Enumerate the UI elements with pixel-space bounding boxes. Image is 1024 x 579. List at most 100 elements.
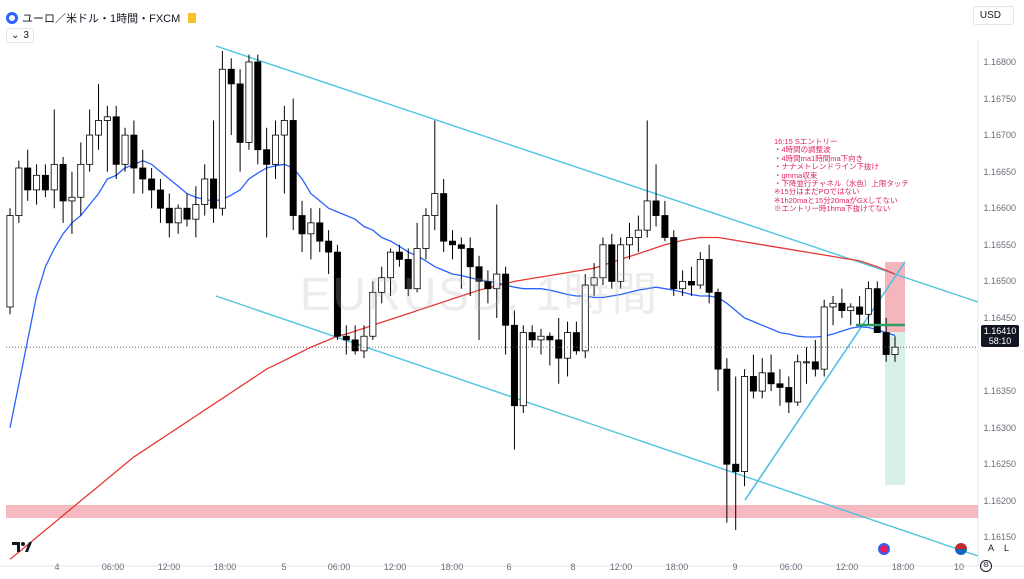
ma-blue-line <box>9 159 896 428</box>
candle-body <box>289 120 297 216</box>
time-tick-label: 06:00 <box>779 562 803 572</box>
candle-body <box>298 215 306 235</box>
candle-body <box>272 134 279 165</box>
candle-body <box>864 288 872 315</box>
symbol-title: ユーロ／米ドル・1時間・FXCM <box>22 13 181 25</box>
time-tick-label: 8 <box>570 562 576 572</box>
auto-scale-button[interactable]: A <box>988 543 995 553</box>
price-tick-label: 1.16550 <box>983 239 1016 250</box>
candle-body <box>590 277 598 286</box>
candle-body <box>741 376 749 472</box>
candle-body <box>422 215 430 249</box>
time-tick-label: 12:00 <box>609 562 633 572</box>
stop-loss-zone <box>885 262 905 332</box>
candle-body <box>183 207 191 220</box>
candle-body <box>555 339 563 359</box>
candle-body <box>847 306 855 312</box>
price-tick-label: 1.16300 <box>983 422 1016 433</box>
candle-body <box>873 288 881 333</box>
candle-body <box>210 178 218 209</box>
currency-select[interactable]: USD <box>972 6 1014 25</box>
price-tick-label: 1.16800 <box>983 56 1016 67</box>
ma-red-line <box>9 236 896 560</box>
trade-annotation[interactable]: 16:15 Sエントリー ・4時間の調整波 ・4時間ma1時間ma下向き ・ナナ… <box>774 137 909 214</box>
candle-body <box>502 273 510 326</box>
candle-body <box>794 361 802 403</box>
tradingview-logo-icon[interactable] <box>12 540 32 555</box>
time-tick-label: 6 <box>506 562 512 572</box>
candle-body <box>413 248 421 290</box>
candle-body <box>307 222 315 235</box>
us-flag-icon[interactable] <box>955 543 967 555</box>
price-tick-label: 1.16500 <box>983 276 1016 287</box>
candle-body <box>333 251 341 337</box>
flag-icon[interactable] <box>188 13 197 23</box>
candle-body <box>811 361 819 370</box>
symbol-logo-icon <box>6 12 18 24</box>
time-tick-label: 12:00 <box>835 562 859 572</box>
candle-body <box>156 189 164 209</box>
candle-body <box>510 324 518 407</box>
candle-body <box>325 240 333 253</box>
time-tick-label: 9 <box>732 562 738 572</box>
candle-body <box>838 302 846 312</box>
symbol-watermark: EURUSD, 1時間 <box>300 268 660 320</box>
candle-body <box>891 346 899 355</box>
candle-body <box>112 116 120 165</box>
chevron-down-icon: ⌄ <box>11 30 20 41</box>
candle-body <box>785 387 793 403</box>
candle-body <box>493 273 501 290</box>
candle-body <box>174 207 182 224</box>
price-tick-label: 1.16200 <box>983 495 1016 506</box>
candle-body <box>369 291 377 337</box>
candle-body <box>679 280 687 290</box>
candle-body <box>661 215 669 238</box>
indicator-count: 3 <box>23 30 29 41</box>
time-tick-label: 12:00 <box>383 562 407 572</box>
candle-body <box>342 335 350 341</box>
take-profit-zone <box>885 330 905 485</box>
candle-body <box>351 339 359 352</box>
candle-body <box>608 244 616 282</box>
time-tick-label: 18:00 <box>665 562 689 572</box>
candle-body <box>564 332 572 359</box>
candle-body <box>599 244 607 279</box>
candle-body <box>714 291 722 370</box>
event-icon[interactable] <box>878 543 890 555</box>
candle-body <box>457 244 465 249</box>
time-tick-label: 06:00 <box>101 562 125 572</box>
time-tick-label: 5 <box>281 562 287 572</box>
price-tick-label: 1.16150 <box>983 532 1016 543</box>
candle-body <box>572 332 580 352</box>
price-tick-label: 1.16600 <box>983 203 1016 214</box>
current-price: 1.16410 <box>983 326 1017 336</box>
symbol-header[interactable]: ユーロ／米ドル・1時間・FXCM <box>6 10 197 26</box>
candle-body <box>103 116 111 121</box>
candle-body <box>652 200 660 216</box>
candle-body <box>723 368 731 465</box>
candle-body <box>440 193 448 242</box>
candle-body <box>882 332 890 355</box>
time-tick-label: 4 <box>54 562 60 572</box>
price-tick-label: 1.16350 <box>983 386 1016 397</box>
log-scale-button[interactable]: L <box>1004 543 1010 553</box>
time-tick-label: 18:00 <box>213 562 237 572</box>
candle-body <box>130 134 138 169</box>
candle-body <box>95 120 102 136</box>
candle-body <box>484 280 492 290</box>
candle-body <box>24 167 32 191</box>
candle-body <box>139 167 147 180</box>
candle-body <box>245 61 253 143</box>
candle-body <box>546 335 554 341</box>
candle-body <box>537 335 545 341</box>
candle-body <box>378 277 386 293</box>
candle-body <box>466 248 474 268</box>
candle-body <box>475 266 483 282</box>
time-tick-label: 10 <box>953 562 965 572</box>
settings-gear-icon[interactable]: ⚙ <box>980 560 992 572</box>
support-zone <box>6 505 978 518</box>
price-tick-label: 1.16750 <box>983 93 1016 104</box>
candle-body <box>519 332 527 407</box>
indicators-toggle[interactable]: ⌄ 3 <box>6 28 34 43</box>
